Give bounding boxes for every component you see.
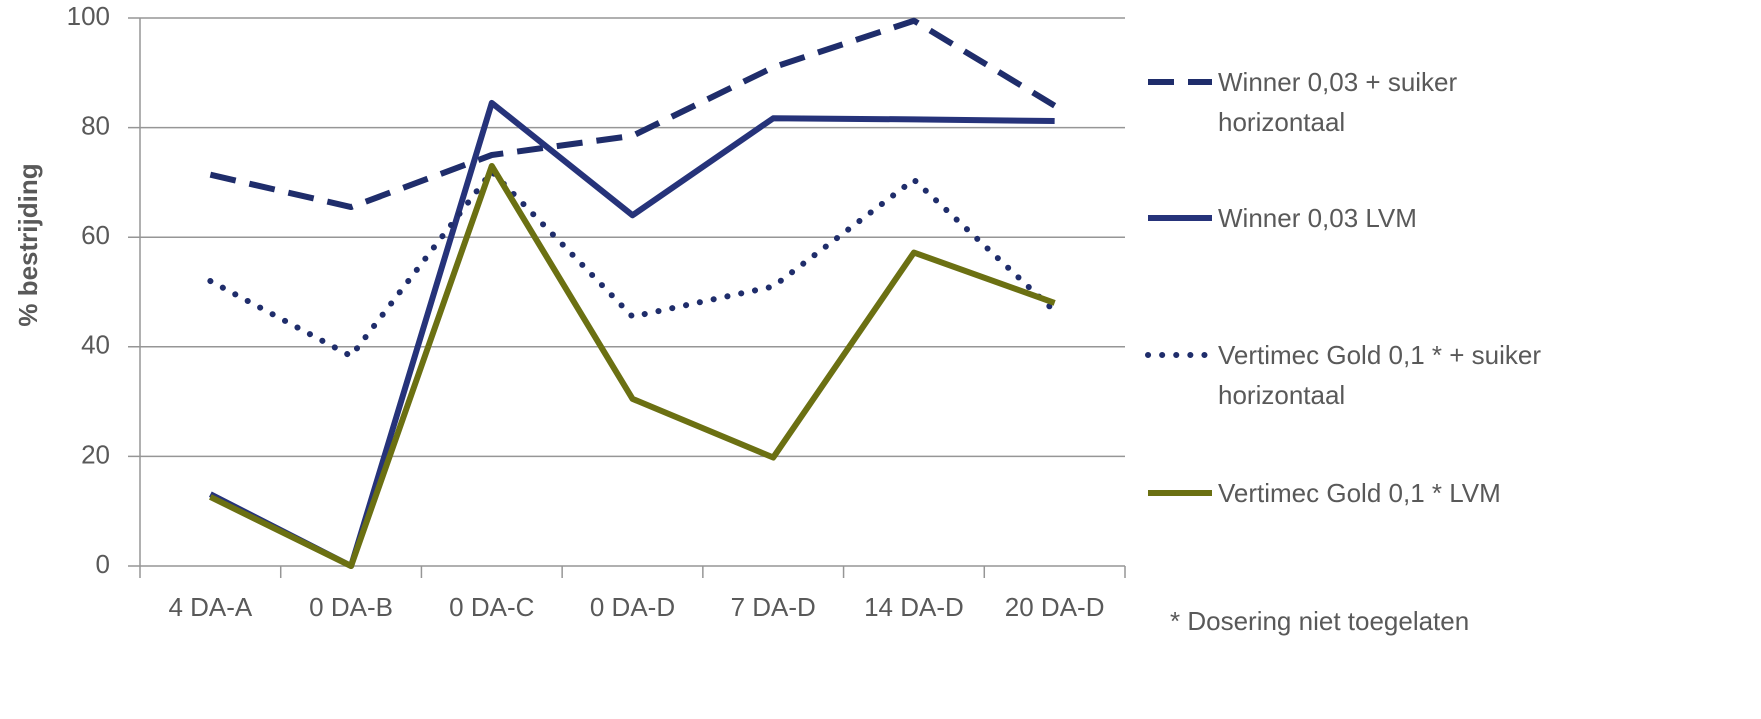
- y-axis-label: % bestrijding: [13, 163, 43, 326]
- legend-label: Winner 0,03 LVM: [1218, 203, 1417, 233]
- x-tick-label: 7 DA-D: [731, 592, 816, 622]
- series-line: [209, 17, 1057, 211]
- y-tick-label: 80: [81, 110, 110, 140]
- y-tick-label: 20: [81, 439, 110, 469]
- series-line: [207, 168, 1058, 360]
- legend-label: Vertimec Gold 0,1 * + suiker horizontaal: [1218, 340, 1541, 410]
- series-line: [208, 99, 1055, 569]
- series-line: [209, 162, 1056, 569]
- y-tick-label: 60: [81, 220, 110, 250]
- y-tick-label: 40: [81, 330, 110, 360]
- legend-label: Winner 0,03 + suiker horizontaal: [1218, 67, 1458, 137]
- x-tick-label: 0 DA-C: [449, 592, 534, 622]
- y-tick-label: 0: [96, 549, 110, 579]
- x-tick-label: 20 DA-D: [1005, 592, 1105, 622]
- x-tick-label: 0 DA-B: [309, 592, 393, 622]
- y-tick-label: 100: [67, 1, 110, 31]
- x-tick-label: 4 DA-A: [168, 592, 252, 622]
- legend-label: Vertimec Gold 0,1 * LVM: [1218, 478, 1501, 508]
- footnote: * Dosering niet toegelaten: [1170, 606, 1470, 636]
- x-tick-label: 14 DA-D: [864, 592, 964, 622]
- x-tick-label: 0 DA-D: [590, 592, 675, 622]
